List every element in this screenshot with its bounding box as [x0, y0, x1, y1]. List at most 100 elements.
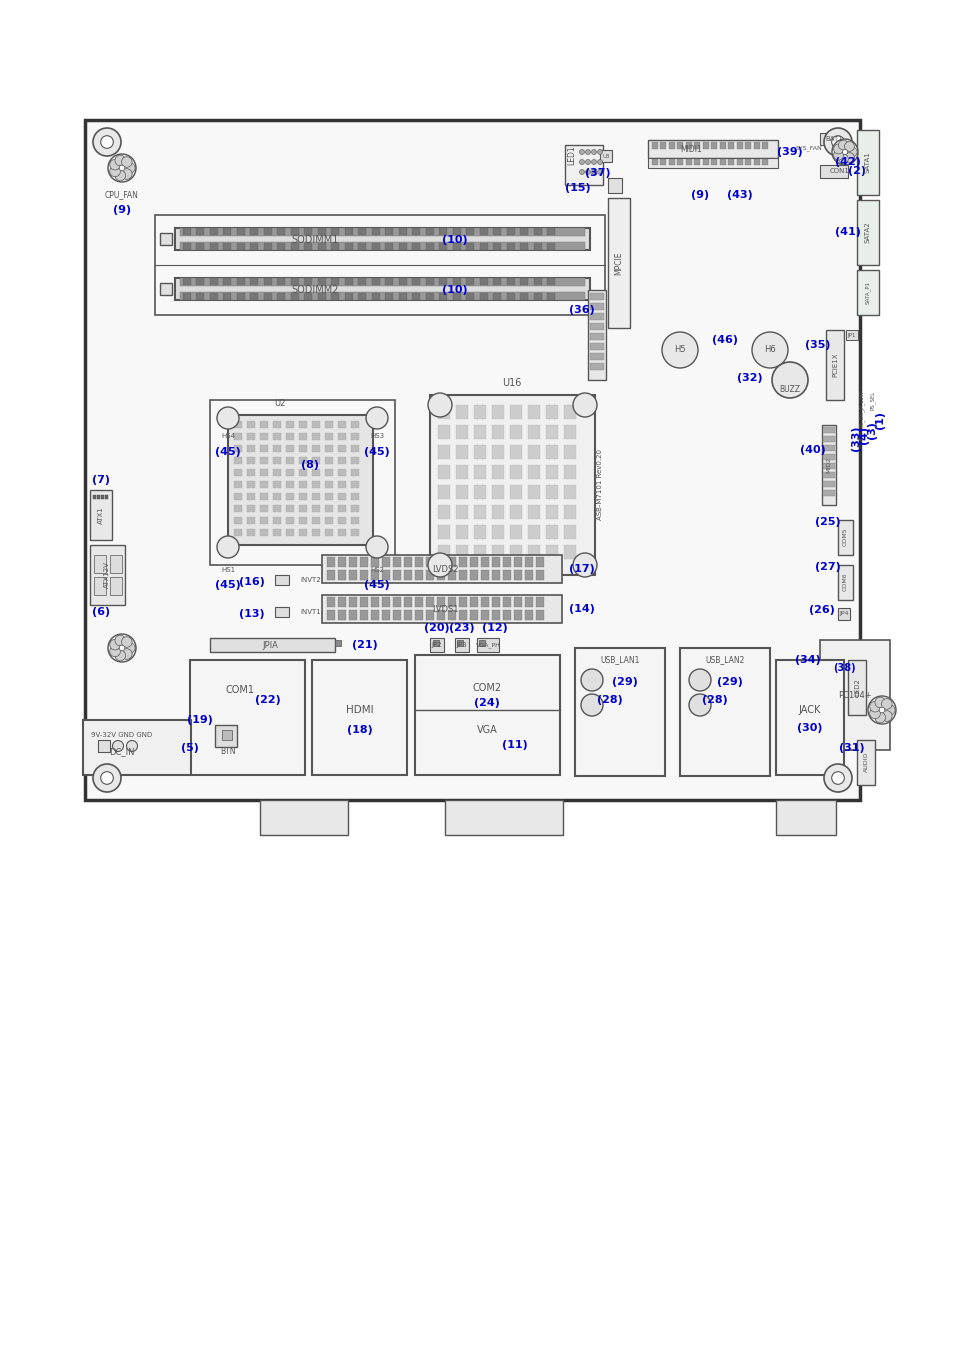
- Text: (11): (11): [501, 740, 527, 751]
- Bar: [317, 243, 326, 250]
- Bar: [298, 458, 307, 464]
- Circle shape: [110, 159, 120, 170]
- Circle shape: [874, 697, 884, 707]
- Bar: [94, 555, 106, 572]
- Circle shape: [110, 166, 120, 177]
- Text: (29): (29): [612, 676, 638, 687]
- Bar: [659, 159, 666, 165]
- Bar: [371, 610, 378, 620]
- Bar: [536, 610, 543, 620]
- Bar: [527, 425, 539, 439]
- Circle shape: [833, 150, 842, 161]
- Circle shape: [573, 554, 597, 576]
- Circle shape: [869, 707, 880, 718]
- Bar: [286, 433, 294, 440]
- Bar: [210, 243, 218, 250]
- Bar: [337, 517, 346, 524]
- Bar: [298, 433, 307, 440]
- Bar: [298, 517, 307, 524]
- Circle shape: [833, 144, 842, 154]
- Circle shape: [110, 647, 120, 656]
- Bar: [492, 545, 503, 559]
- Bar: [524, 558, 533, 567]
- Text: CON1: CON1: [829, 167, 849, 174]
- Bar: [524, 610, 533, 620]
- Circle shape: [838, 154, 847, 163]
- Bar: [286, 529, 294, 536]
- Circle shape: [578, 170, 584, 174]
- Bar: [349, 610, 356, 620]
- Bar: [233, 433, 242, 440]
- Text: (23): (23): [449, 622, 475, 633]
- Bar: [349, 597, 356, 608]
- Bar: [351, 505, 358, 512]
- Bar: [85, 120, 859, 801]
- Text: (27): (27): [814, 562, 840, 572]
- Bar: [453, 228, 460, 235]
- Bar: [233, 421, 242, 428]
- Bar: [273, 433, 281, 440]
- Text: (45): (45): [214, 580, 240, 590]
- Text: HS3: HS3: [370, 433, 384, 439]
- Bar: [415, 655, 559, 775]
- Bar: [412, 243, 420, 250]
- Circle shape: [771, 362, 807, 398]
- Bar: [492, 485, 503, 500]
- Text: (45): (45): [364, 580, 390, 590]
- Bar: [351, 517, 358, 524]
- Bar: [359, 610, 368, 620]
- Bar: [510, 446, 521, 459]
- Text: VGA: VGA: [476, 725, 497, 734]
- Bar: [286, 446, 294, 452]
- Text: (13): (13): [239, 609, 265, 620]
- Bar: [337, 610, 346, 620]
- Bar: [547, 293, 555, 300]
- Bar: [437, 446, 450, 459]
- Bar: [90, 490, 112, 540]
- Bar: [247, 468, 254, 477]
- Bar: [545, 505, 558, 518]
- Bar: [381, 558, 390, 567]
- Bar: [264, 228, 272, 235]
- Bar: [436, 558, 444, 567]
- Bar: [223, 293, 232, 300]
- Bar: [90, 545, 125, 605]
- Bar: [247, 505, 254, 512]
- Text: (45): (45): [214, 447, 240, 458]
- Bar: [761, 142, 768, 148]
- Bar: [527, 485, 539, 500]
- Bar: [351, 468, 358, 477]
- Bar: [480, 610, 489, 620]
- Bar: [325, 421, 333, 428]
- Bar: [331, 278, 339, 285]
- Bar: [286, 505, 294, 512]
- Bar: [587, 290, 605, 379]
- Bar: [493, 228, 501, 235]
- Text: USB_LAN1: USB_LAN1: [599, 656, 639, 664]
- Bar: [247, 421, 254, 428]
- Bar: [222, 730, 232, 740]
- Bar: [273, 517, 281, 524]
- Bar: [492, 525, 503, 539]
- Bar: [286, 481, 294, 487]
- Bar: [822, 472, 834, 478]
- Text: (3): (3): [866, 421, 876, 439]
- Bar: [358, 293, 366, 300]
- Bar: [247, 446, 254, 452]
- Circle shape: [661, 332, 698, 369]
- Bar: [476, 639, 498, 652]
- Bar: [359, 558, 368, 567]
- Bar: [174, 228, 589, 250]
- Bar: [298, 481, 307, 487]
- Bar: [372, 228, 379, 235]
- Text: INVT1: INVT1: [299, 609, 320, 616]
- Bar: [444, 801, 562, 836]
- Bar: [337, 505, 346, 512]
- Bar: [492, 446, 503, 459]
- Bar: [470, 558, 477, 567]
- Bar: [260, 505, 268, 512]
- Bar: [327, 558, 335, 567]
- Bar: [322, 595, 561, 622]
- Text: 9V-32V GND GND: 9V-32V GND GND: [91, 732, 152, 738]
- Bar: [720, 142, 725, 148]
